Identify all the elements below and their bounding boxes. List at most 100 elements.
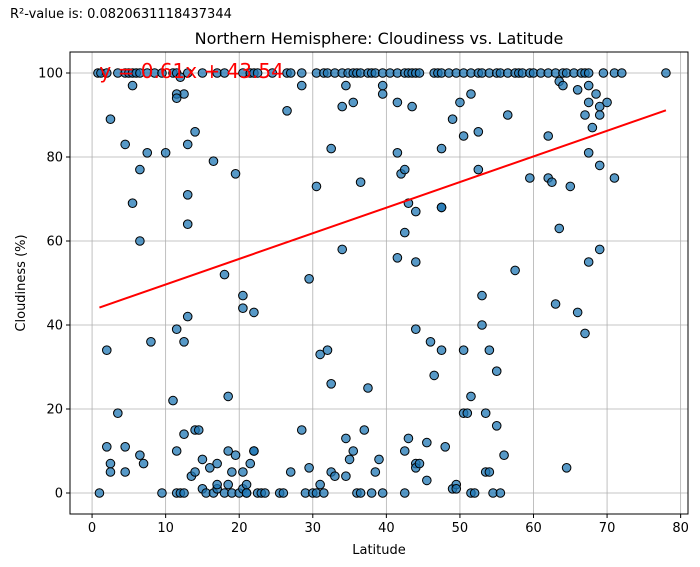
data-point	[473, 127, 484, 137]
data-point	[182, 190, 193, 200]
data-point	[407, 101, 417, 112]
data-point	[359, 425, 370, 435]
data-point	[558, 80, 568, 91]
data-point	[197, 454, 208, 465]
data-point	[285, 467, 296, 477]
data-point	[594, 244, 605, 255]
data-point	[580, 328, 590, 339]
data-point	[377, 89, 388, 99]
data-point	[230, 169, 241, 179]
data-point	[282, 106, 292, 116]
data-point	[392, 148, 403, 158]
data-point	[337, 101, 348, 112]
y-tick-label: 60	[46, 235, 63, 250]
data-point	[440, 442, 451, 452]
data-point	[238, 467, 248, 477]
data-point	[341, 471, 351, 482]
data-point	[410, 257, 421, 267]
data-point	[355, 488, 366, 498]
y-tick-label: 0	[55, 487, 63, 502]
data-point	[223, 391, 233, 402]
data-point	[370, 467, 381, 477]
data-point	[374, 454, 384, 465]
data-point	[296, 425, 307, 435]
data-point	[525, 173, 535, 183]
y-axis-ticks: 0 20 40 60 80 100	[38, 67, 70, 502]
data-point	[366, 488, 377, 498]
data-point	[348, 446, 359, 456]
data-point	[414, 68, 425, 78]
data-point	[249, 446, 259, 456]
data-point	[101, 68, 112, 78]
data-point	[469, 488, 480, 498]
data-point	[425, 337, 436, 347]
data-point	[550, 299, 561, 309]
data-point	[315, 479, 325, 490]
data-point	[179, 488, 189, 498]
data-point	[661, 68, 671, 78]
data-point	[171, 324, 182, 335]
data-point	[436, 345, 447, 356]
data-point	[182, 219, 193, 229]
data-point	[304, 274, 314, 284]
data-point	[436, 143, 447, 154]
regression-equation: y = 0.61x + 43.54	[99, 59, 283, 83]
data-point	[193, 425, 204, 435]
data-point	[135, 450, 145, 461]
data-point	[480, 408, 491, 419]
data-point	[238, 303, 248, 314]
data-point	[168, 395, 178, 406]
data-point	[319, 488, 329, 498]
data-point	[157, 488, 167, 498]
data-point	[572, 307, 583, 318]
data-point	[190, 467, 200, 477]
grid-lines	[70, 52, 688, 514]
data-point	[219, 269, 230, 280]
data-point	[315, 349, 325, 360]
data-point	[326, 379, 336, 389]
data-point	[466, 89, 476, 99]
data-point	[311, 181, 322, 192]
data-point	[484, 345, 495, 356]
data-point	[267, 68, 278, 78]
y-axis-label: Cloudiness (%)	[14, 234, 29, 331]
data-point	[466, 391, 476, 402]
data-point	[462, 408, 473, 419]
r2-value-text: R²-value is: 0.0820631118437344	[10, 7, 232, 22]
data-point	[392, 97, 403, 108]
data-point	[204, 463, 215, 473]
data-point	[583, 68, 594, 78]
data-point	[105, 114, 116, 124]
data-point	[113, 408, 123, 419]
data-point	[399, 446, 410, 456]
data-point	[477, 290, 487, 301]
data-point	[212, 479, 222, 490]
data-point	[322, 345, 333, 356]
data-point	[278, 488, 289, 498]
data-point	[105, 458, 116, 469]
data-point	[337, 244, 348, 255]
data-point	[341, 433, 351, 444]
data-point	[572, 85, 583, 95]
data-point	[580, 110, 590, 120]
data-point	[594, 101, 605, 112]
data-point	[473, 164, 484, 175]
x-tick-label: 60	[525, 521, 542, 536]
x-tick-label: 40	[378, 521, 395, 536]
data-point	[101, 345, 112, 356]
data-point	[499, 450, 509, 461]
data-point	[94, 488, 105, 498]
data-point	[197, 68, 208, 78]
data-point	[120, 442, 130, 452]
data-point	[403, 433, 414, 444]
y-tick-label: 20	[46, 403, 63, 418]
data-point	[296, 68, 307, 78]
y-tick-label: 80	[46, 151, 63, 166]
x-tick-label: 20	[231, 521, 248, 536]
data-point	[422, 437, 432, 448]
y-tick-label: 100	[38, 67, 63, 82]
data-point	[142, 148, 153, 158]
data-point	[135, 236, 145, 246]
data-point	[583, 148, 594, 158]
x-axis-ticks: 0 10 20 30 40 50 60 70 80	[88, 514, 689, 536]
